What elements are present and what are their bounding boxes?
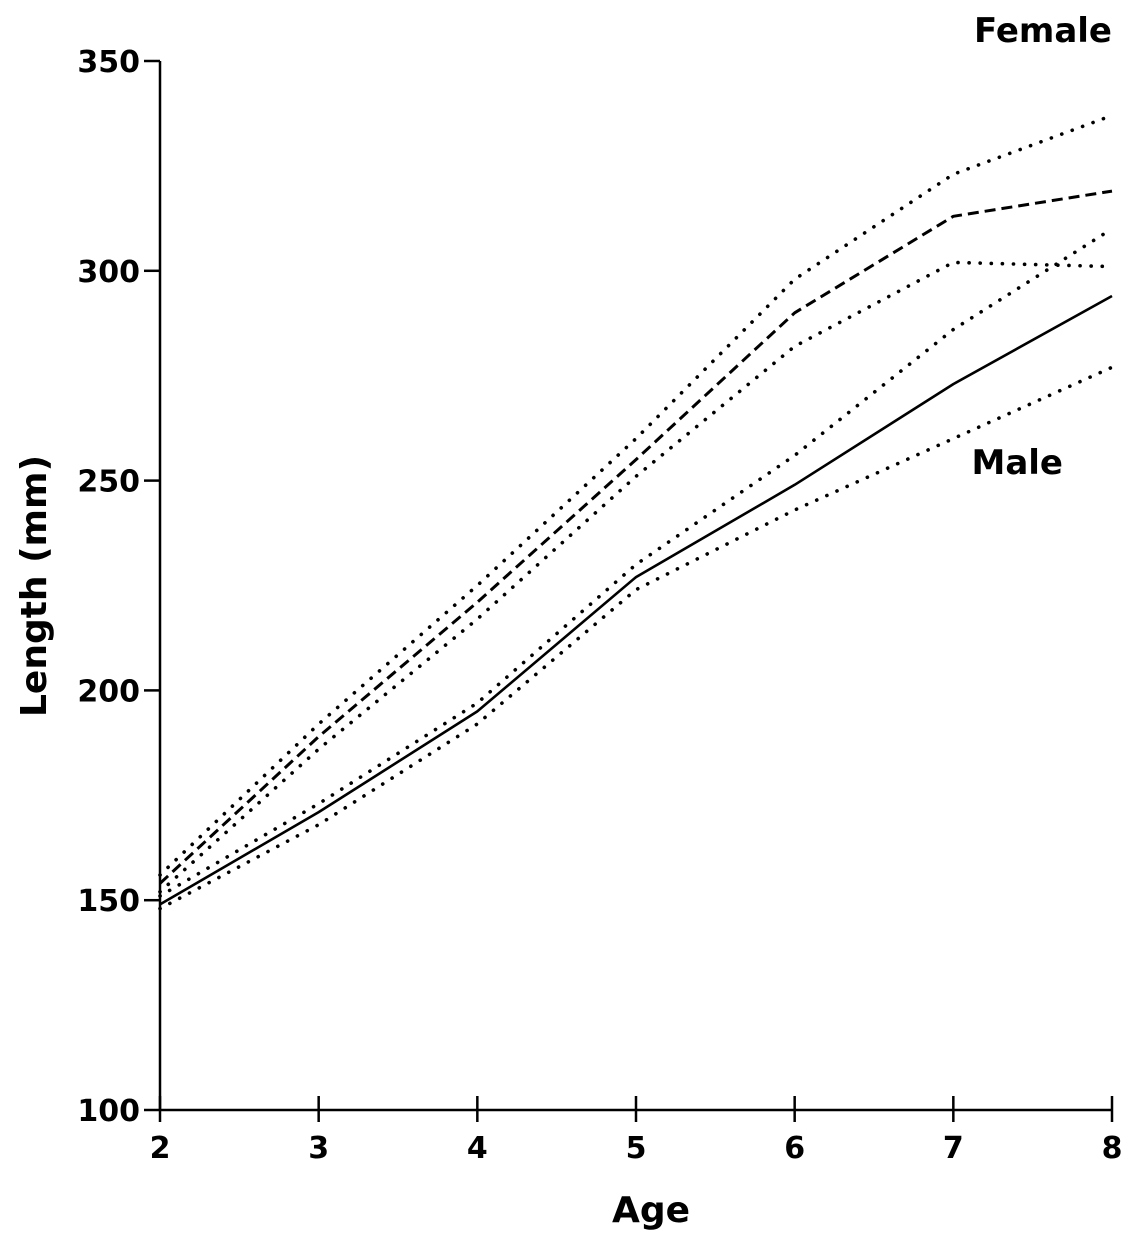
y-tick-label: 150 [77, 884, 140, 919]
series-line-solid-3 [159, 294, 1113, 906]
x-tick-label: 6 [784, 1131, 805, 1166]
series-layer [158, 113, 1114, 911]
x-tick-label: 2 [150, 1131, 171, 1166]
x-tick-label: 8 [1102, 1131, 1123, 1166]
series-line-dotted-1 [158, 113, 1114, 877]
y-tick-label: 300 [77, 255, 140, 290]
x-tick-label: 5 [626, 1131, 647, 1166]
x-axis-title: Age [612, 1190, 690, 1231]
y-axis-title: Length (mm) [14, 455, 55, 717]
series-line-dashed-0 [158, 189, 1113, 885]
series-label-female: Female [974, 11, 1112, 51]
x-tick-label: 3 [308, 1131, 329, 1166]
axes: 100 150 200 250 300 350 2 3 4 5 6 7 8 [77, 45, 1122, 1166]
x-tick-label: 7 [943, 1131, 964, 1166]
series-line-dotted-4 [158, 227, 1114, 898]
y-tick-label: 200 [77, 674, 140, 709]
series-line-dotted-5 [158, 365, 1114, 911]
x-tick-label: 4 [467, 1131, 488, 1166]
series-line-dotted-2 [158, 260, 1114, 894]
y-tick-label: 250 [77, 465, 140, 500]
y-tick-label: 100 [77, 1094, 140, 1129]
y-tick-label: 350 [77, 45, 140, 80]
series-label-male: Male [972, 443, 1064, 483]
